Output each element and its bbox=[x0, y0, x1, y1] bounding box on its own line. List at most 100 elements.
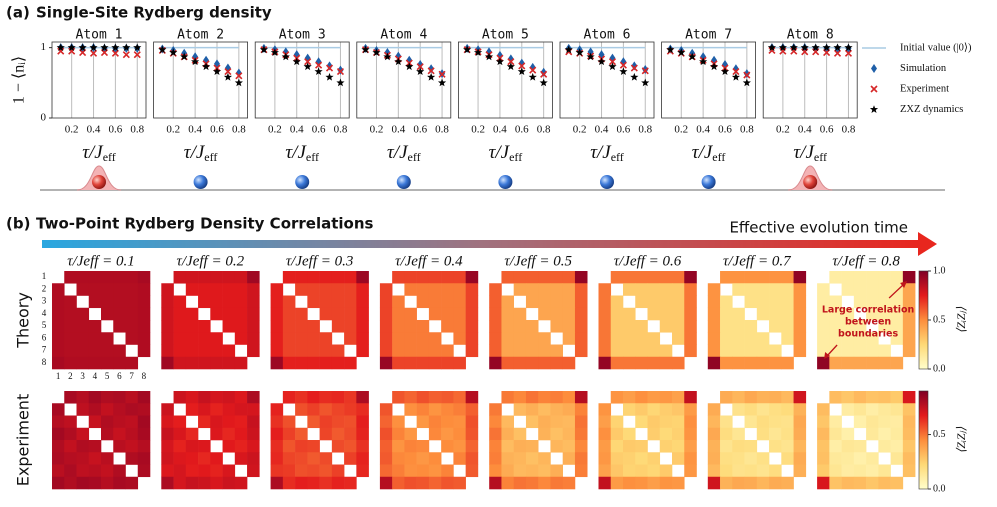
heatmap-cell bbox=[684, 391, 697, 404]
atom bbox=[701, 175, 716, 189]
heatmap-cell bbox=[137, 415, 151, 429]
heatmap-cell bbox=[185, 332, 199, 345]
heatmap-cell bbox=[525, 320, 539, 333]
heatmap-cell bbox=[428, 391, 442, 404]
heatmap-cell bbox=[610, 356, 624, 370]
heatmap-cell bbox=[441, 415, 454, 429]
heatmap-cell bbox=[598, 283, 612, 296]
heatmap-cell bbox=[902, 427, 916, 441]
heatmap-cell bbox=[756, 271, 770, 284]
heatmap-cell bbox=[647, 476, 661, 490]
star-marker bbox=[564, 45, 573, 54]
x-axis-label-sub: eff bbox=[814, 150, 827, 164]
heatmap-cell bbox=[64, 320, 77, 333]
heatmap-cell bbox=[161, 476, 174, 490]
x-tick-label: 0.2 bbox=[471, 124, 485, 136]
heatmap-cell bbox=[295, 391, 308, 404]
star-marker bbox=[731, 72, 741, 81]
heatmap-cell bbox=[841, 440, 855, 453]
heatmap-cell bbox=[198, 295, 211, 309]
heatmap-cell bbox=[198, 464, 211, 478]
heatmap-cell bbox=[647, 307, 661, 321]
heatmap-cell bbox=[513, 344, 527, 358]
heatmap-cell bbox=[64, 476, 77, 490]
heatmap-cell bbox=[270, 356, 284, 370]
heatmap-cell bbox=[647, 344, 661, 358]
heatmap-cell bbox=[562, 440, 576, 453]
heatmap-cell bbox=[356, 307, 369, 321]
heatmap-cell bbox=[501, 427, 514, 441]
x-axis-label-main: τ/J bbox=[285, 142, 307, 163]
heatmap-cell bbox=[878, 320, 891, 333]
heatmap-cell bbox=[513, 332, 527, 345]
heatmap-cell bbox=[392, 440, 405, 453]
heatmap-cell bbox=[841, 403, 855, 416]
heatmap-cell bbox=[379, 476, 393, 490]
heatmap-cell bbox=[247, 440, 260, 453]
heatmap-cell bbox=[379, 320, 393, 333]
heatmap-cell bbox=[635, 271, 648, 284]
x-tick-label: 0.2 bbox=[776, 124, 790, 136]
chart-title: Atom 7 bbox=[685, 28, 732, 43]
heatmap-cell bbox=[538, 344, 551, 358]
heatmap-cell bbox=[610, 476, 624, 490]
heatmap-cell bbox=[841, 320, 855, 333]
heatmap-cell bbox=[428, 356, 442, 370]
star-marker bbox=[427, 72, 436, 81]
heatmap-cell bbox=[222, 320, 236, 333]
star-marker bbox=[709, 62, 719, 71]
heatmap-cell bbox=[125, 332, 139, 345]
heatmap-cell bbox=[525, 391, 539, 404]
heatmap-cell bbox=[647, 295, 661, 309]
heatmap-cell bbox=[501, 452, 514, 465]
heatmap-cell bbox=[550, 295, 563, 309]
heatmap-cell bbox=[392, 427, 405, 441]
heatmap-cell bbox=[525, 344, 539, 358]
heatmap-cell bbox=[344, 403, 357, 416]
heatmap-cell bbox=[562, 320, 576, 333]
star-marker bbox=[608, 62, 617, 71]
heatmap-cell bbox=[525, 295, 539, 309]
heatmap-cell bbox=[441, 440, 454, 453]
heatmap-cell bbox=[210, 332, 223, 345]
heatmap-cell bbox=[137, 403, 151, 416]
heatmap-cell bbox=[769, 403, 782, 416]
heatmap-cell bbox=[416, 415, 430, 429]
heatmap-cell bbox=[623, 307, 636, 321]
plot-frame bbox=[457, 41, 553, 119]
heatmap-cell bbox=[307, 464, 320, 478]
star-marker bbox=[122, 43, 131, 52]
heatmap-cell bbox=[404, 344, 417, 358]
heatmap-cell bbox=[52, 476, 65, 490]
heatmap-cell bbox=[574, 320, 588, 333]
heatmap-cell bbox=[501, 332, 514, 345]
x-axis-label-sub: eff bbox=[509, 150, 522, 164]
heatmap-cell bbox=[404, 440, 417, 453]
heatmap-cell bbox=[793, 452, 807, 465]
heatmap-cell bbox=[756, 344, 770, 358]
heatmap-cell bbox=[185, 271, 199, 284]
panel-label: (a) bbox=[6, 4, 30, 22]
heatmap-cell bbox=[416, 391, 430, 404]
heatmap-cell bbox=[125, 391, 139, 404]
star-marker bbox=[372, 48, 381, 57]
heatmap-cell bbox=[453, 440, 466, 453]
heatmap-cell bbox=[684, 332, 697, 345]
x-tick-label: 0.8 bbox=[842, 124, 856, 136]
heatmap-cell bbox=[538, 332, 551, 345]
heatmap-cell bbox=[793, 344, 807, 358]
star-marker bbox=[292, 57, 301, 66]
heatmap-cell bbox=[88, 464, 102, 478]
heatmap-cell bbox=[817, 283, 830, 296]
heatmap-cell bbox=[866, 403, 879, 416]
heatmap-cell bbox=[781, 403, 794, 416]
colorbar bbox=[918, 390, 929, 490]
heatmap-cell bbox=[344, 320, 357, 333]
heatmap-title: τ/Jeff = 0.5 bbox=[504, 253, 572, 269]
heatmap-cell bbox=[392, 452, 405, 465]
heatmap-cell bbox=[647, 391, 661, 404]
heatmap-cell bbox=[635, 344, 648, 358]
heatmap-cell bbox=[404, 307, 417, 321]
heatmap-cell bbox=[52, 295, 65, 309]
plot-frame bbox=[153, 41, 249, 119]
